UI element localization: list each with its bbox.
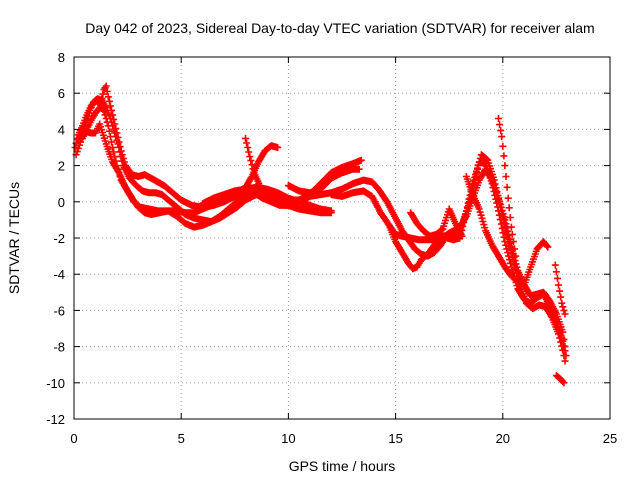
- y-tick-label: -8: [53, 340, 65, 355]
- data-point-markers: [462, 173, 552, 289]
- x-tick-label: 5: [178, 431, 185, 446]
- grid: [74, 57, 610, 419]
- x-tick-label: 20: [496, 431, 510, 446]
- data-point-markers: [407, 205, 466, 240]
- series-track-12: [495, 115, 520, 260]
- x-tick-label: 0: [70, 431, 77, 446]
- series-track-13: [551, 261, 569, 318]
- data-point-markers: [551, 261, 569, 318]
- x-tick-label: 10: [281, 431, 295, 446]
- y-tick-label: -6: [53, 303, 65, 318]
- data-points: [71, 82, 570, 387]
- y-tick-label: -4: [53, 267, 65, 282]
- series-track-3: [79, 82, 335, 215]
- y-tick-label: -12: [46, 412, 65, 427]
- y-tick-label: 2: [58, 159, 65, 174]
- x-tick-label: 25: [603, 431, 617, 446]
- data-point-markers: [79, 82, 335, 215]
- x-tick-label: 15: [388, 431, 402, 446]
- series-track-7: [242, 134, 569, 351]
- y-tick-label: -10: [46, 376, 65, 391]
- y-tick-label: -2: [53, 231, 65, 246]
- data-point-markers: [385, 158, 570, 360]
- x-axis-label: GPS time / hours: [289, 458, 396, 474]
- series-track-9: [385, 158, 570, 360]
- y-tick-label: 8: [58, 50, 65, 65]
- data-point-markers: [495, 115, 520, 260]
- series-track-4: [74, 120, 292, 231]
- y-tick-labels: -12 -10 -8 -6 -4 -2 0 2 4 6 8: [46, 50, 65, 427]
- y-tick-label: 0: [58, 195, 65, 210]
- y-tick-label: 4: [58, 122, 65, 137]
- y-tick-label: 6: [58, 86, 65, 101]
- data-point-markers: [552, 372, 568, 387]
- x-tick-labels: 0 5 10 15 20 25: [70, 431, 617, 446]
- chart-title: Day 042 of 2023, Sidereal Day-to-day VTE…: [85, 20, 594, 36]
- series-track-11: [462, 173, 552, 289]
- data-point-markers: [74, 120, 292, 231]
- series-track-6: [284, 165, 363, 197]
- series-track-14: [552, 372, 568, 387]
- y-axis-label: SDTVAR / TECUs: [6, 182, 22, 294]
- data-point-markers: [242, 134, 569, 351]
- axis-ticks: [73, 56, 611, 420]
- data-point-markers: [284, 165, 363, 197]
- series-track-10: [407, 205, 466, 240]
